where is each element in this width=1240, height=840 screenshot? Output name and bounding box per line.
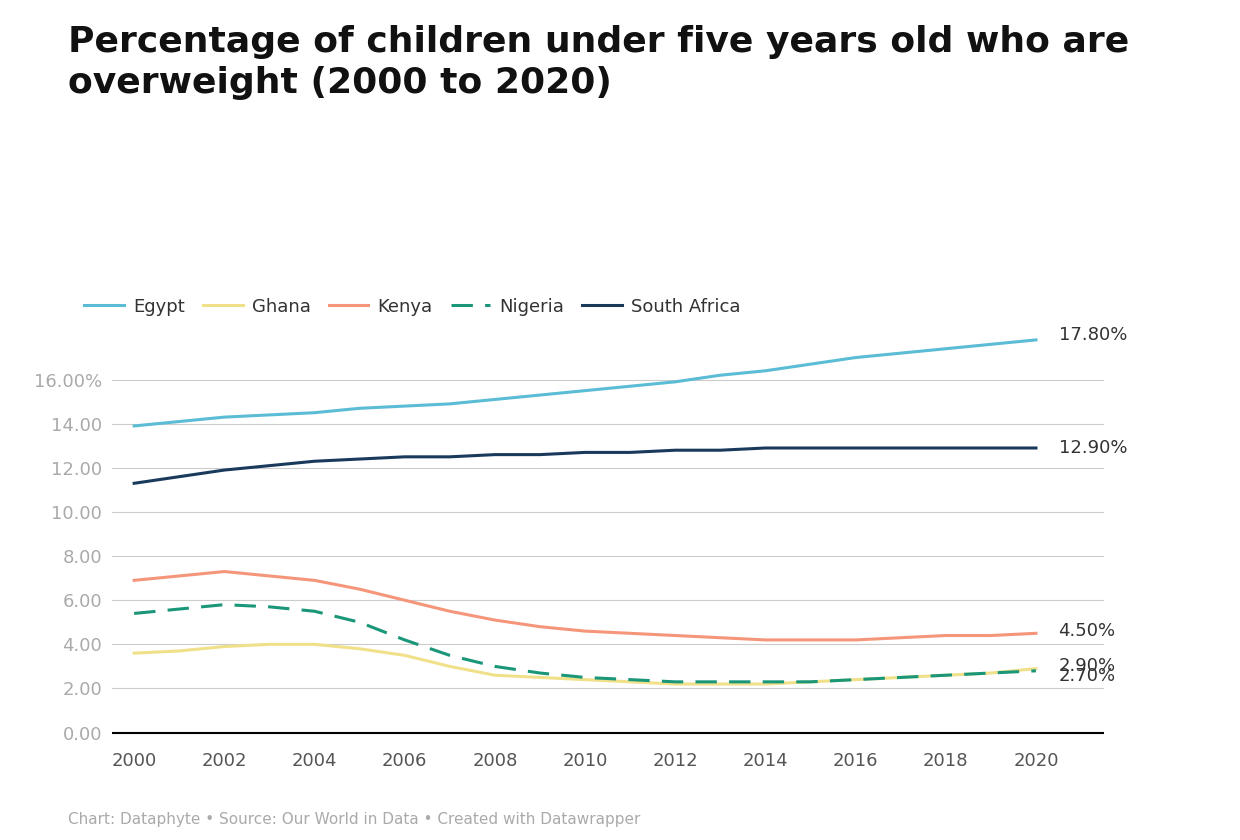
Text: 12.90%: 12.90% — [1059, 439, 1127, 457]
Text: Chart: Dataphyte • Source: Our World in Data • Created with Datawrapper: Chart: Dataphyte • Source: Our World in … — [68, 812, 641, 827]
Text: Percentage of children under five years old who are
overweight (2000 to 2020): Percentage of children under five years … — [68, 25, 1130, 100]
Text: 17.80%: 17.80% — [1059, 327, 1127, 344]
Legend: Egypt, Ghana, Kenya, Nigeria, South Africa: Egypt, Ghana, Kenya, Nigeria, South Afri… — [77, 291, 748, 323]
Text: 2.90%: 2.90% — [1059, 658, 1116, 675]
Text: 2.70%: 2.70% — [1059, 667, 1116, 685]
Text: 4.50%: 4.50% — [1059, 622, 1116, 640]
